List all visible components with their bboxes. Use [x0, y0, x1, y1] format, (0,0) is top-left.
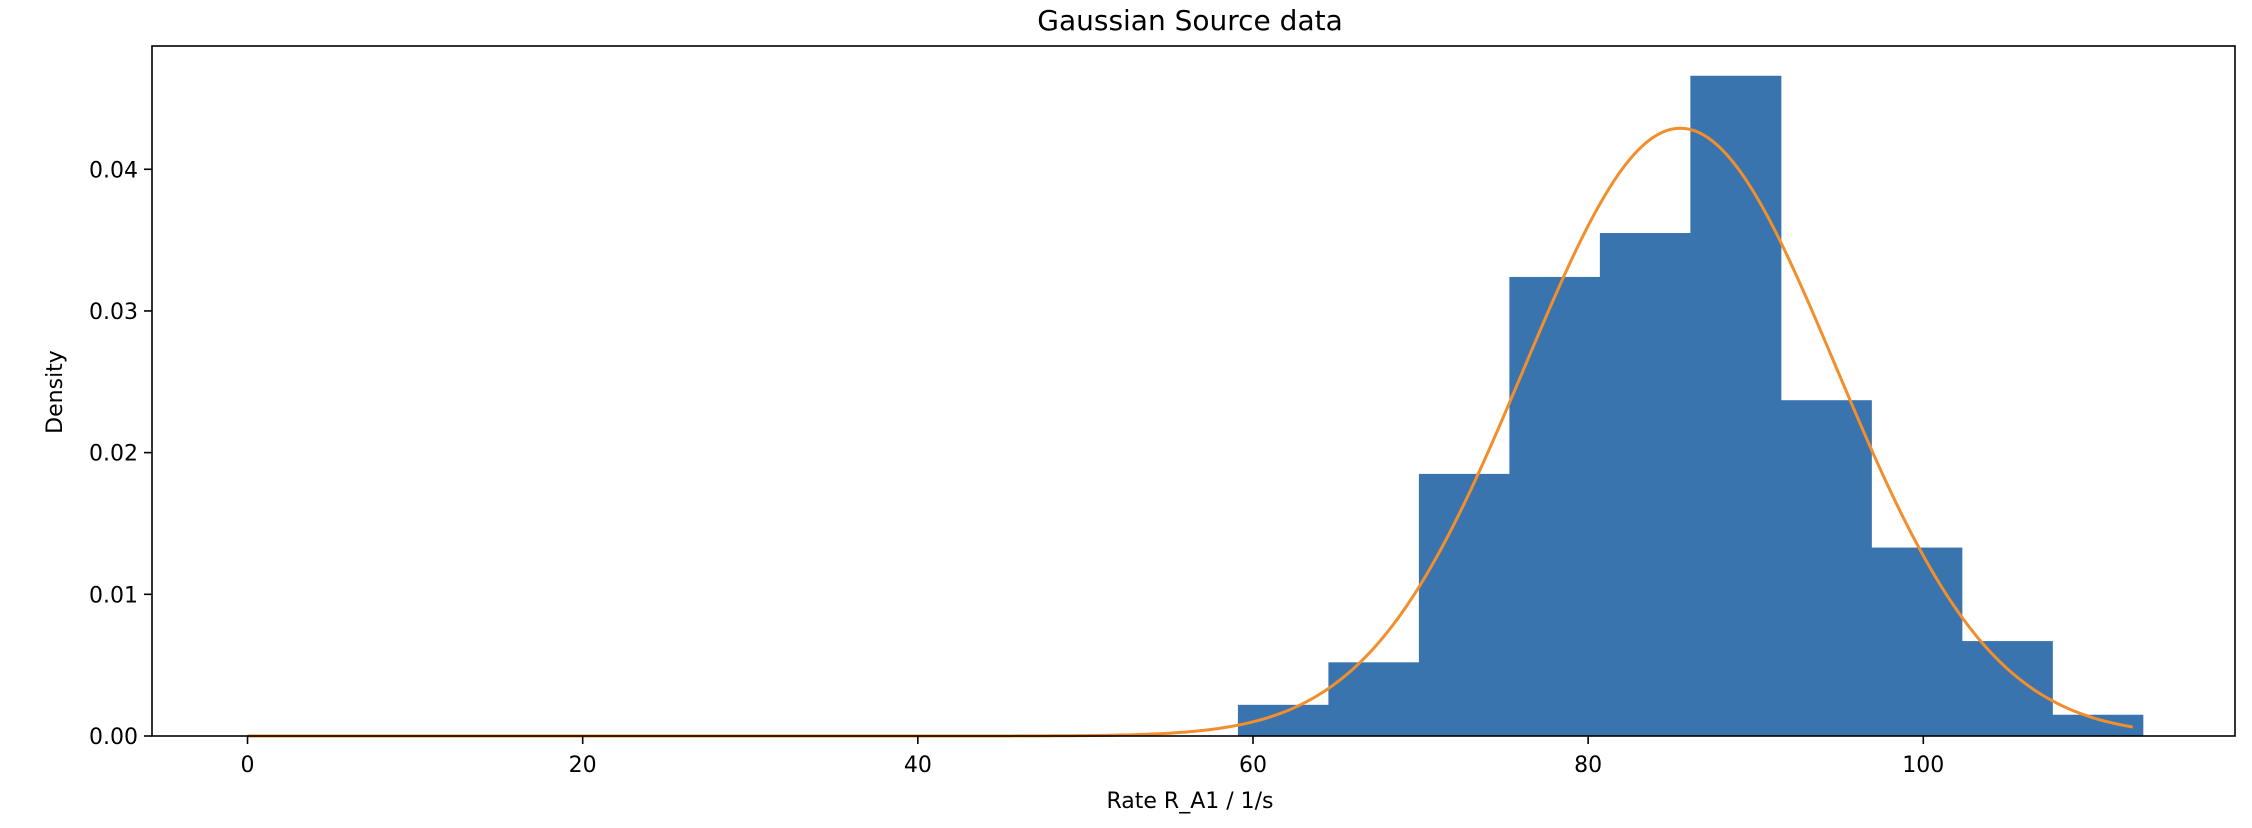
x-tick-label: 80 — [1574, 753, 1602, 778]
y-ticks: 0.00 0.01 0.02 0.03 0.04 — [89, 158, 152, 750]
histogram-bar — [1599, 233, 1691, 736]
y-tick-label: 0.00 — [89, 725, 138, 750]
x-axis-label: Rate R_A1 / 1/s — [1106, 789, 1273, 814]
x-tick-label: 100 — [1902, 753, 1944, 778]
histogram-bar — [1328, 662, 1420, 736]
histogram-bar — [2052, 714, 2144, 736]
x-tick-label: 0 — [241, 753, 255, 778]
histogram-bars — [1237, 75, 2144, 736]
y-tick-label: 0.01 — [89, 583, 138, 608]
y-axis-label: Density — [43, 350, 68, 434]
x-tick-label: 40 — [904, 753, 932, 778]
y-tick-label: 0.03 — [89, 300, 138, 325]
x-ticks: 0 20 40 60 80 100 — [241, 736, 1944, 778]
x-tick-label: 60 — [1239, 753, 1267, 778]
histogram-bar — [1961, 641, 2053, 736]
y-tick-label: 0.02 — [89, 442, 138, 467]
y-tick-label: 0.04 — [89, 158, 138, 183]
histogram-bar — [1509, 276, 1601, 736]
histogram-bar — [1780, 400, 1872, 736]
histogram-bar — [1871, 547, 1963, 736]
plot-frame — [151, 45, 2236, 737]
histogram-bar — [1237, 704, 1329, 736]
chart-title: Gaussian Source data — [1037, 4, 1343, 37]
x-tick-label: 20 — [569, 753, 597, 778]
histogram-bar — [1690, 75, 1782, 736]
histogram-bar — [1418, 473, 1510, 736]
